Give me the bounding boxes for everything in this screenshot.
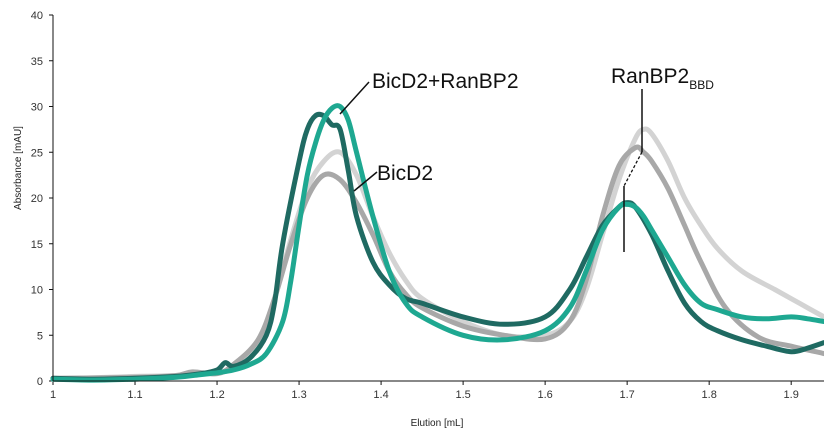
annotation-bicd2-ranbp2-leader [339, 81, 370, 115]
annotation-bicd2: BicD2 [377, 162, 433, 185]
y-tick-label: 30 [31, 102, 43, 114]
y-tick-label: 5 [37, 330, 43, 342]
x-tick-label: 1.2 [209, 389, 224, 401]
y-tick-label: 0 [37, 376, 43, 388]
y-tick-label: 20 [31, 193, 43, 205]
series-line-2 [50, 111, 824, 382]
x-tick-label: 1.9 [784, 389, 799, 401]
y-axis-ticks: 0 5 10 15 20 25 30 35 40 [31, 10, 53, 388]
annotation-ranbp2-leader-dashed [623, 151, 643, 187]
x-tick-label: 1.6 [537, 389, 552, 401]
x-axis-ticks: 1 1.1 1.2 1.3 1.4 1.5 1.6 1.7 1.8 1.9 [50, 381, 799, 401]
series-layer [50, 103, 824, 383]
y-tick-label: 35 [31, 56, 43, 68]
x-tick-label: 1 [50, 389, 56, 401]
series-line-0 [50, 126, 824, 382]
annotation-ranbp2-subscript: BBD [689, 78, 714, 92]
x-tick-label: 1.8 [702, 389, 717, 401]
x-tick-label: 1.1 [127, 389, 142, 401]
x-axis-title: Elution [mL] [411, 418, 464, 429]
annotation-ranbp2: RanBP2BBD [611, 65, 714, 92]
annotation-bicd2-ranbp2: BicD2+RanBP2 [372, 70, 519, 93]
y-tick-label: 40 [31, 10, 43, 22]
y-axis-title: Absorbance [mAU] [13, 126, 24, 210]
y-tick-label: 15 [31, 239, 43, 251]
series-line-3 [50, 103, 824, 383]
series-line-1 [50, 144, 824, 381]
x-tick-label: 1.7 [620, 389, 635, 401]
y-tick-label: 10 [31, 285, 43, 297]
x-tick-label: 1.4 [373, 389, 388, 401]
x-tick-label: 1.3 [291, 389, 306, 401]
x-tick-label: 1.5 [455, 389, 470, 401]
annotation-bicd2-leader [353, 171, 378, 192]
annotation-ranbp2-main: RanBP2 [611, 65, 689, 88]
y-tick-label: 25 [31, 147, 43, 159]
